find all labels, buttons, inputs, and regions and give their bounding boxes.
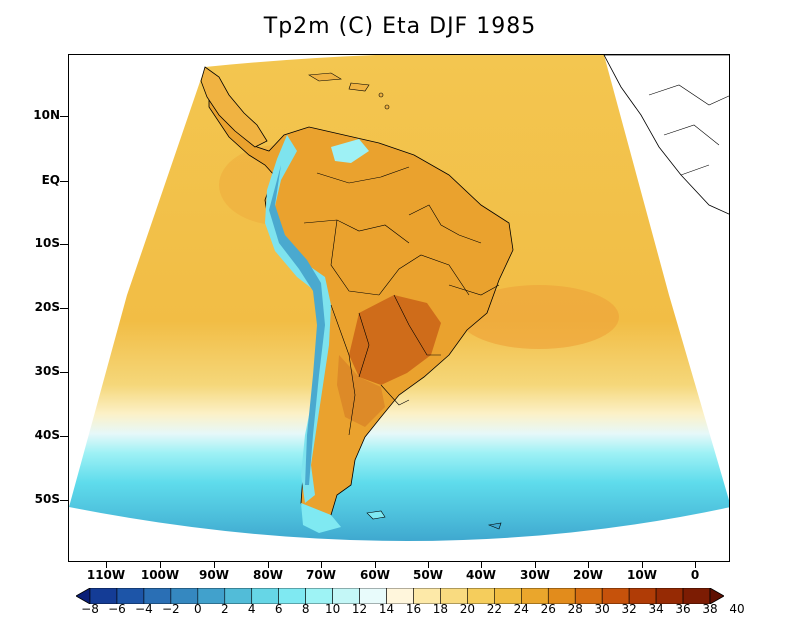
lon-tick-50w	[428, 562, 429, 568]
colorbar-tick-label: 16	[405, 602, 422, 616]
central-america-land	[200, 66, 268, 148]
lat-label-10n: 10N	[33, 108, 60, 122]
colorbar-tick-label: 38	[702, 602, 718, 616]
colorbar-tick-label: 12	[351, 602, 368, 616]
lon-tick-10w	[642, 562, 643, 568]
lon-tick-20w	[588, 562, 589, 568]
colorbar-tick-label: −4	[135, 602, 153, 616]
patagonia-cold	[301, 503, 341, 533]
colorbar	[76, 588, 724, 604]
lat-tick-50s	[60, 500, 68, 501]
lon-label-40w: 40W	[466, 568, 496, 582]
lat-tick-30s	[60, 372, 68, 373]
lon-tick-110w	[106, 562, 107, 568]
lon-tick-70w	[321, 562, 322, 568]
lon-tick-90w	[214, 562, 215, 568]
colorbar-tick-label: 4	[247, 602, 256, 616]
colorbar-tick-label: 20	[459, 602, 476, 616]
lon-label-110w: 110W	[86, 568, 126, 582]
venezuela-andes	[331, 139, 369, 163]
colorbar-tick-label: 32	[621, 602, 637, 616]
colorbar-tick-label: −8	[81, 602, 99, 616]
lat-tick-40s	[60, 436, 68, 437]
colorbar-tick-label: −6	[108, 602, 126, 616]
lon-label-90w: 90W	[199, 568, 229, 582]
colorbar-tick-label: 0	[193, 602, 202, 616]
hot-interior-region	[349, 295, 441, 385]
falkland-islands	[366, 510, 386, 520]
lon-label-70w: 70W	[306, 568, 336, 582]
colorbar-tick-label: 2	[220, 602, 229, 616]
colorbar-tick-label: −2	[162, 602, 180, 616]
colorbar-tick-label: 28	[567, 602, 583, 616]
lon-tick-100w	[160, 562, 161, 568]
colorbar-tick-label: 24	[513, 602, 529, 616]
lon-tick-40w	[481, 562, 482, 568]
lon-label-50w: 50W	[413, 568, 443, 582]
lon-label-20w: 20W	[573, 568, 603, 582]
colorbar-tick-label: 30	[594, 602, 610, 616]
lon-tick-30w	[535, 562, 536, 568]
colorbar-tick-label: 40	[729, 602, 745, 616]
south-georgia	[487, 522, 502, 530]
lat-label-30s: 30S	[34, 364, 60, 378]
colorbar-tick-label: 14	[378, 602, 395, 616]
colorbar-tick-label: 6	[274, 602, 283, 616]
lat-label-eq: EQ	[41, 173, 60, 187]
caribbean-islands	[308, 72, 390, 110]
lat-label-20s: 20S	[34, 300, 60, 314]
lon-tick-60w	[375, 562, 376, 568]
lat-label-10s: 10S	[34, 236, 60, 250]
colorbar-tick-label: 26	[540, 602, 556, 616]
colorbar-tick-label: 8	[301, 602, 310, 616]
lat-tick-20s	[60, 308, 68, 309]
lon-label-30w: 30W	[520, 568, 550, 582]
lat-tick-10n	[60, 116, 68, 117]
country-borders	[303, 166, 500, 436]
map-panel	[68, 54, 730, 562]
lon-label-10w: 10W	[627, 568, 657, 582]
lon-label-100w: 100W	[140, 568, 180, 582]
temperature-map	[69, 55, 729, 541]
colorbar-max-arrow	[709, 588, 724, 604]
lon-label-0: 0	[690, 568, 700, 582]
lat-label-50s: 50S	[34, 492, 60, 506]
colorbar-tick-label: 34	[648, 602, 664, 616]
atlantic-warm-patch	[459, 285, 619, 349]
lon-label-60w: 60W	[360, 568, 390, 582]
lon-tick-0	[695, 562, 696, 568]
colorbar-tick-label: 22	[486, 602, 502, 616]
africa-borders	[648, 84, 729, 176]
colorbar-tick-label: 18	[432, 602, 449, 616]
lat-tick-10s	[60, 244, 68, 245]
colorbar-tick-label: 10	[324, 602, 341, 616]
lat-tick-eq	[60, 181, 68, 182]
colorbar-tick-label: 36	[675, 602, 691, 616]
lon-tick-80w	[268, 562, 269, 568]
lon-label-80w: 80W	[253, 568, 283, 582]
andes-core	[269, 165, 325, 485]
warm-interior-region	[337, 355, 385, 427]
lat-label-40s: 40S	[34, 428, 60, 442]
map-title: Tp2m (C) Eta DJF 1985	[263, 14, 537, 39]
